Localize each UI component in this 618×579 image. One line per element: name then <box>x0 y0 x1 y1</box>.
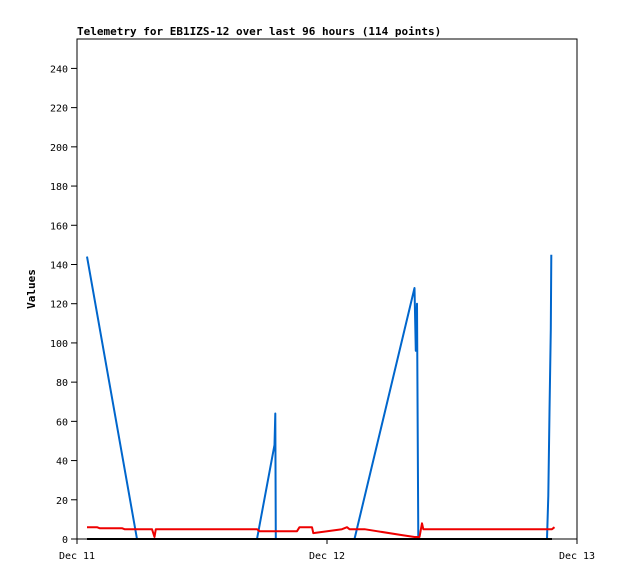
series-line-1 <box>86 254 553 540</box>
series-layer <box>86 254 556 540</box>
y-tick-label: 160 <box>50 221 68 232</box>
y-tick-label: 200 <box>50 143 68 154</box>
x-tick-label: Dec 11 <box>59 551 95 562</box>
series-line-2 <box>87 522 556 538</box>
y-tick-label: 240 <box>50 64 68 75</box>
y-tick-label: 180 <box>50 182 68 193</box>
y-tick-label: 220 <box>50 104 68 115</box>
y-tick-label: 20 <box>56 496 68 507</box>
y-tick-label: 80 <box>56 378 68 389</box>
x-tick-label: Dec 12 <box>309 551 345 562</box>
y-tick-label: 140 <box>50 260 68 271</box>
x-tick-label: Dec 13 <box>559 551 595 562</box>
plot-area <box>76 38 578 540</box>
chart-title: Telemetry for EB1IZS-12 over last 96 hou… <box>77 25 441 38</box>
y-tick-label: 40 <box>56 457 68 468</box>
y-tick-label: 0 <box>62 535 68 546</box>
x-axis: Dec 11 Dec 12 Dec 13 <box>59 539 595 562</box>
y-tick-label: 100 <box>50 339 68 350</box>
y-tick-label: 120 <box>50 300 68 311</box>
y-axis-label: Values <box>25 269 38 309</box>
y-tick-label: 60 <box>56 417 68 428</box>
y-axis: 0 20 40 60 80 100 120 140 160 180 200 220 240 <box>50 64 77 546</box>
